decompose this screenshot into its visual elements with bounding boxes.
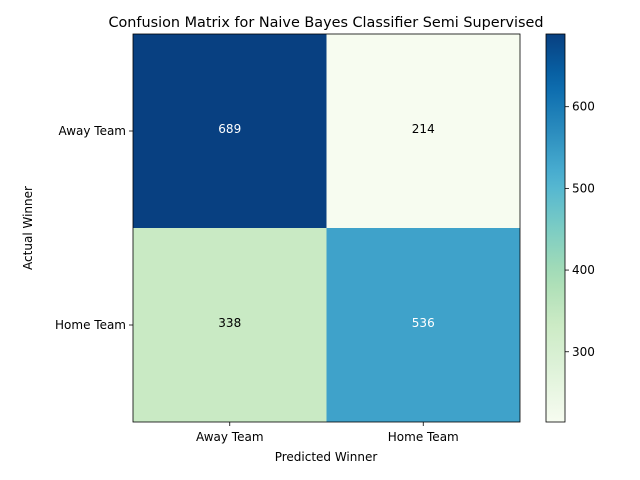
cell-value-label: 689 (218, 122, 241, 136)
cell-value-labels: 689 214 338 536 (218, 122, 434, 330)
colorbar-gradient (546, 34, 565, 422)
heatmap-cells (133, 34, 520, 422)
heatmap-cell (326, 228, 520, 422)
x-tick-label: Away Team (196, 430, 264, 444)
heatmap-cell (326, 34, 520, 228)
y-tick-label: Away Team (58, 124, 126, 138)
chart-title: Confusion Matrix for Naive Bayes Classif… (108, 15, 543, 31)
x-axis-label: Predicted Winner (275, 450, 378, 464)
heatmap-cell (133, 34, 327, 228)
x-axis: Away Team Home Team (196, 422, 459, 444)
cell-value-label: 338 (218, 316, 241, 330)
plot-frame (132, 33, 521, 423)
colorbar-tick-label: 600 (572, 100, 595, 114)
y-axis: Away Team Home Team (55, 124, 133, 332)
colorbar-tick-label: 500 (572, 181, 595, 195)
cell-value-label: 536 (412, 316, 435, 330)
x-tick-label: Home Team (388, 430, 459, 444)
y-tick-label: Home Team (55, 318, 126, 332)
heatmap-cell (133, 228, 327, 422)
colorbar-frame (545, 33, 566, 423)
colorbar-tick-label: 300 (572, 345, 595, 359)
colorbar-ticks: 300 400 500 600 (565, 100, 595, 359)
colorbar-tick-label: 400 (572, 263, 595, 277)
y-axis-label: Actual Winner (21, 186, 35, 270)
cell-value-label: 214 (412, 122, 435, 136)
